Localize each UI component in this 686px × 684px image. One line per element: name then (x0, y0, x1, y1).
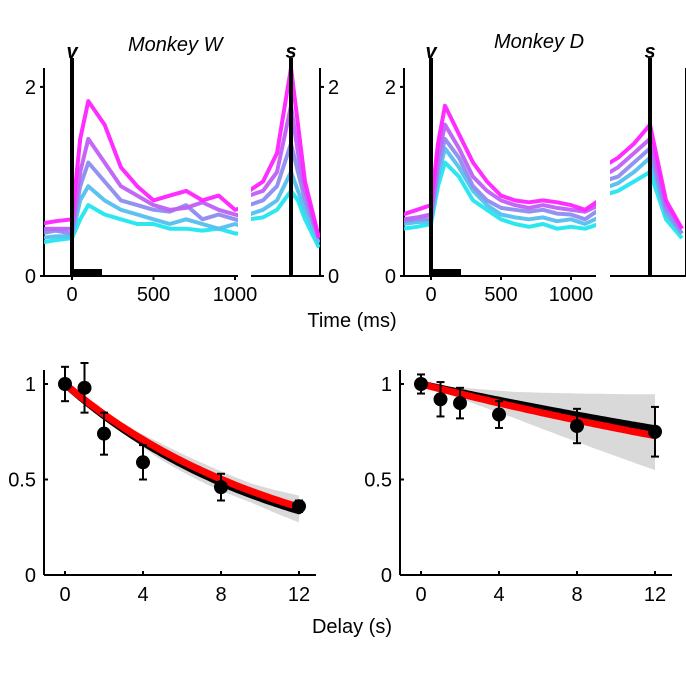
x-tick-label: 500 (137, 284, 170, 306)
time-axis-label: Time (ms) (307, 310, 396, 332)
y-tick-label: 0 (385, 266, 396, 288)
y-tick-label: 0 (328, 266, 339, 288)
y-tick-label: 0 (25, 565, 36, 587)
y-tick-label: 0 (25, 266, 36, 288)
series-group (44, 99, 238, 245)
series-group (610, 122, 684, 240)
series-line (404, 103, 596, 217)
y-tick-label: 2 (328, 77, 339, 99)
x-tick-label: 0 (415, 584, 426, 606)
data-point (492, 407, 506, 422)
confidence-band (421, 384, 655, 471)
series-line (251, 170, 320, 244)
x-tick-label: 4 (137, 584, 148, 606)
series-group (404, 103, 596, 231)
y-tick-label: 2 (385, 77, 396, 99)
chart-title-monkey-d: Monkey D (494, 31, 584, 53)
x-tick-label: 0 (59, 584, 70, 606)
x-tick-label: 12 (288, 584, 310, 606)
series-line (251, 141, 320, 239)
series-line (44, 203, 238, 245)
y-tick-label: 1 (381, 374, 392, 396)
x-tick-label: 500 (484, 284, 517, 306)
data-point (453, 396, 467, 411)
data-point (77, 380, 92, 395)
data-point (433, 392, 448, 407)
x-tick-label: 1000 (549, 284, 594, 306)
y-tick-label: 0.5 (8, 470, 36, 492)
alignment-label: s (285, 41, 296, 63)
x-tick-label: 0 (66, 284, 77, 306)
data-point (648, 424, 662, 439)
x-tick-label: 8 (215, 584, 226, 606)
series-line (44, 99, 238, 226)
data-point (58, 377, 72, 391)
data-point (570, 419, 584, 434)
series-group (251, 66, 320, 249)
data-point (414, 377, 428, 391)
delay-axis-label: Delay (s) (312, 616, 392, 638)
data-point (97, 426, 111, 441)
y-tick-label: 2 (25, 77, 36, 99)
data-point (214, 480, 228, 495)
x-tick-label: 8 (571, 584, 582, 606)
series-line (251, 188, 320, 249)
series-line (610, 122, 684, 230)
data-point (136, 455, 150, 470)
x-tick-label: 0 (425, 284, 436, 306)
stimulus-bar (72, 269, 102, 275)
data-point (292, 499, 306, 514)
y-tick-label: 1 (25, 374, 36, 396)
x-tick-label: 4 (493, 584, 504, 606)
alignment-label: s (644, 41, 655, 63)
chart-title-monkey-w: Monkey W (128, 34, 225, 56)
y-tick-label: 0.5 (364, 470, 392, 492)
series-line (44, 136, 238, 231)
alignment-label: v (66, 41, 79, 63)
alignment-label: v (425, 41, 438, 63)
stimulus-bar (431, 269, 461, 275)
series-line (251, 66, 320, 239)
x-tick-label: 12 (644, 584, 666, 606)
x-tick-label: 1000 (213, 284, 258, 306)
y-tick-label: 0 (381, 565, 392, 587)
